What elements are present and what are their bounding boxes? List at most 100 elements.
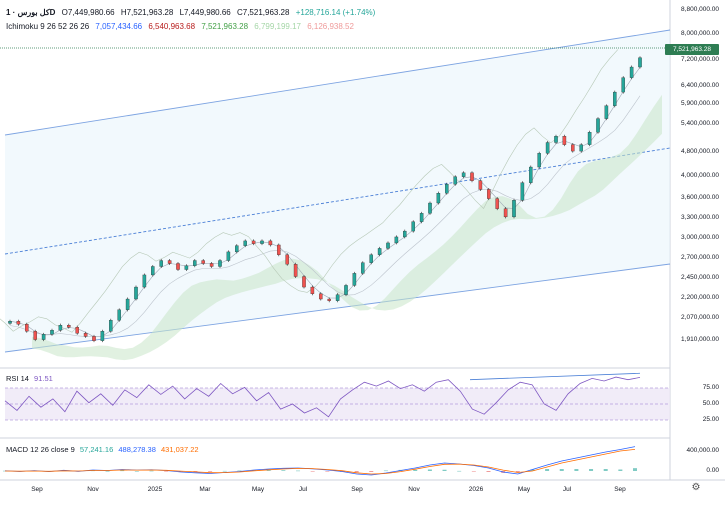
last-price-badge: 7,521,963.28: [665, 44, 719, 55]
candle-body: [613, 91, 617, 106]
macd-legend[interactable]: MACD 12 26 close 9 57,241.16 488,278.38 …: [6, 445, 202, 454]
macd-histogram-value: 57,241.16: [79, 445, 114, 454]
candle-body: [377, 248, 382, 255]
ichimoku-span-b: 6,126,938.52: [307, 22, 354, 31]
candle-body: [134, 286, 138, 300]
candle-body: [193, 260, 197, 266]
price-tick: 6,400,000.00: [681, 82, 719, 89]
price-tick: 2,700,000.00: [681, 254, 719, 261]
time-tick: May: [251, 486, 265, 493]
candle-body: [151, 266, 155, 276]
macd-histogram-bar: [193, 471, 198, 472]
time-tick: Sep: [614, 486, 626, 493]
rsi-label[interactable]: RSI 14: [6, 374, 29, 383]
candle-body: [75, 327, 79, 334]
candle-body: [100, 331, 105, 341]
macd-histogram-bar: [354, 471, 359, 473]
candle-body: [361, 262, 365, 274]
candle-body: [386, 242, 390, 249]
chikou-line: [0, 49, 619, 333]
ichimoku-label[interactable]: Ichimoku 9 26 52 26 26: [6, 22, 90, 31]
candle-body: [209, 263, 214, 267]
macd-histogram-bar: [603, 469, 608, 471]
time-tick: Nov: [87, 486, 99, 493]
macd-signal-value: 431,037.22: [161, 445, 199, 454]
regression-channel: [0, 29, 671, 353]
candle-body: [109, 320, 113, 332]
candle-body: [327, 298, 331, 301]
candle-body: [520, 182, 525, 201]
rsi-tick: 75.00: [702, 384, 719, 391]
macd-tick: 0.00: [706, 467, 719, 474]
candle-body: [92, 336, 96, 341]
candle-body: [470, 172, 474, 181]
macd-label[interactable]: MACD 12 26 close 9: [6, 445, 75, 454]
macd-histogram-bar: [574, 469, 579, 471]
price-tick: 8,000,000.00: [681, 30, 719, 37]
price-tick: 3,000,000.00: [681, 234, 719, 241]
channel-lower: [4, 263, 671, 353]
candle-body: [554, 136, 558, 143]
candle-body: [243, 240, 247, 246]
gear-icon[interactable]: ⚙: [691, 482, 701, 493]
ichimoku-conversion: 7,057,434.66: [95, 22, 143, 31]
price-tick: 4,000,000.00: [681, 172, 719, 179]
kijun-line: [9, 95, 641, 338]
price-tick: 2,070,000.00: [681, 314, 719, 321]
candle-body: [604, 105, 609, 119]
price-tick: 5,900,000.00: [681, 100, 719, 107]
symbol-title[interactable]: کل بورس · 1D: [6, 8, 56, 17]
macd-histogram-bar: [266, 470, 271, 471]
candle-body: [411, 221, 415, 232]
symbol-legend[interactable]: کل بورس · 1D O7,449,980.66 H7,521,963.28…: [6, 8, 379, 18]
candle-body: [33, 331, 37, 340]
ichimoku-cloud: [32, 94, 662, 361]
candle-body: [461, 172, 466, 177]
macd-histogram-bar: [530, 469, 535, 471]
candle-body: [277, 244, 281, 255]
candle-body: [512, 200, 516, 218]
price-tick: 5,400,000.00: [681, 120, 719, 127]
price-tick: 7,200,000.00: [681, 56, 719, 63]
candle-body: [638, 57, 642, 68]
macd-histogram-bar: [325, 471, 330, 472]
rsi-legend[interactable]: RSI 14 91.51: [6, 374, 56, 383]
time-tick: Mar: [199, 486, 211, 493]
candle-body: [571, 144, 575, 152]
rsi-pane: [4, 372, 670, 421]
ohlc-close: C7,521,963.28: [236, 8, 290, 17]
price-tick: 1,910,000.00: [681, 336, 719, 343]
candle-body: [537, 153, 541, 168]
candle-body: [369, 254, 373, 263]
candle-body: [260, 240, 264, 244]
channel-fill: [5, 30, 670, 352]
candle-body: [251, 240, 256, 244]
macd-histogram-bar: [618, 469, 623, 471]
time-tick: 2025: [147, 486, 163, 493]
macd-histogram-bar: [222, 470, 227, 472]
candle-body: [41, 334, 46, 340]
candle-body: [352, 273, 357, 286]
candle-body: [226, 251, 231, 261]
time-tick: Nov: [408, 486, 420, 493]
macd-histogram-bar: [120, 470, 125, 472]
signal-line: [4, 449, 636, 475]
candle-body: [268, 240, 273, 246]
macd-histogram-bar: [457, 470, 462, 472]
ichimoku-legend[interactable]: Ichimoku 9 26 52 26 26 7,057,434.66 6,54…: [6, 22, 358, 32]
candle-body: [445, 184, 449, 194]
macd-histogram-bar: [237, 470, 242, 472]
macd-histogram-bar: [310, 471, 315, 472]
macd-histogram-bar: [471, 471, 476, 472]
candle-body: [235, 245, 239, 253]
time-tick: May: [517, 486, 531, 493]
candle-body: [201, 260, 205, 264]
candle-body: [25, 324, 29, 332]
rsi-line: [4, 376, 641, 418]
candle-body: [83, 333, 88, 337]
candle-body: [579, 144, 583, 152]
candle-body: [50, 330, 54, 335]
candle-body: [159, 260, 163, 267]
ichimoku-span-a: 6,799,199.17: [254, 22, 301, 31]
